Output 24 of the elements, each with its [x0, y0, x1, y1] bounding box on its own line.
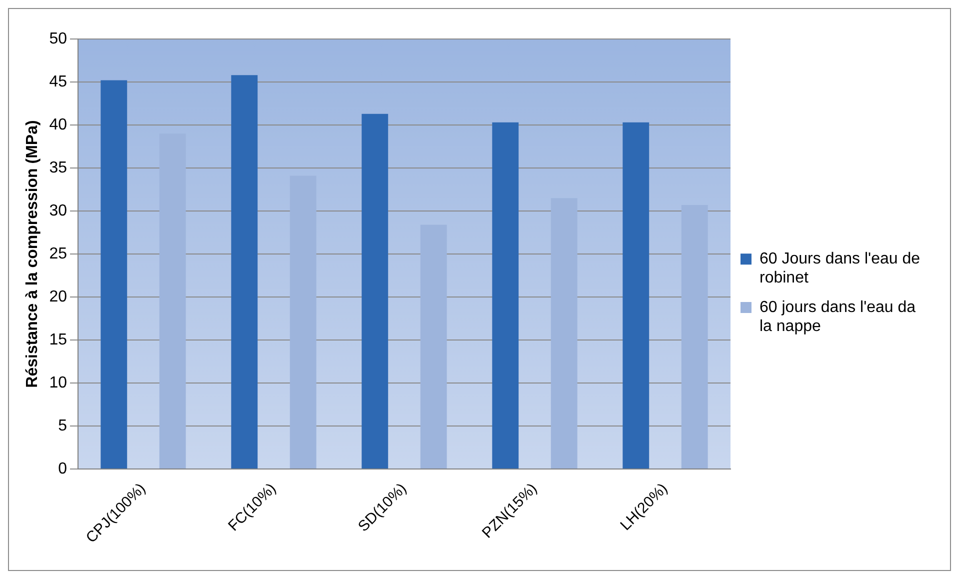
y-tick-label: 35 [49, 159, 68, 176]
y-tick-label: 5 [58, 417, 68, 434]
y-tick-label: 30 [49, 202, 68, 220]
bar [231, 75, 258, 469]
y-tick-label: 15 [49, 331, 68, 348]
y-tick-label: 10 [49, 374, 68, 392]
y-tick-label: 45 [49, 73, 68, 90]
y-axis-title: Résistance à la compression (MPa) [24, 120, 42, 388]
bar [100, 80, 128, 469]
bar [362, 114, 388, 469]
y-tick-label: 20 [49, 288, 68, 306]
bar [681, 204, 708, 469]
y-tick-label: 0 [58, 460, 68, 478]
bar [622, 122, 650, 469]
legend-label: 60 jours dans l'eau da la nappe [760, 298, 916, 336]
y-tick-label: 40 [49, 116, 68, 134]
bar [290, 176, 316, 469]
y-tick-label: 50 [49, 30, 68, 48]
bar [550, 198, 578, 469]
legend-label: 60 Jours dans l'eau de robinet [760, 250, 920, 287]
bar [492, 122, 519, 469]
y-tick-label: 25 [49, 245, 68, 262]
bar [420, 224, 447, 469]
bar [159, 134, 186, 469]
